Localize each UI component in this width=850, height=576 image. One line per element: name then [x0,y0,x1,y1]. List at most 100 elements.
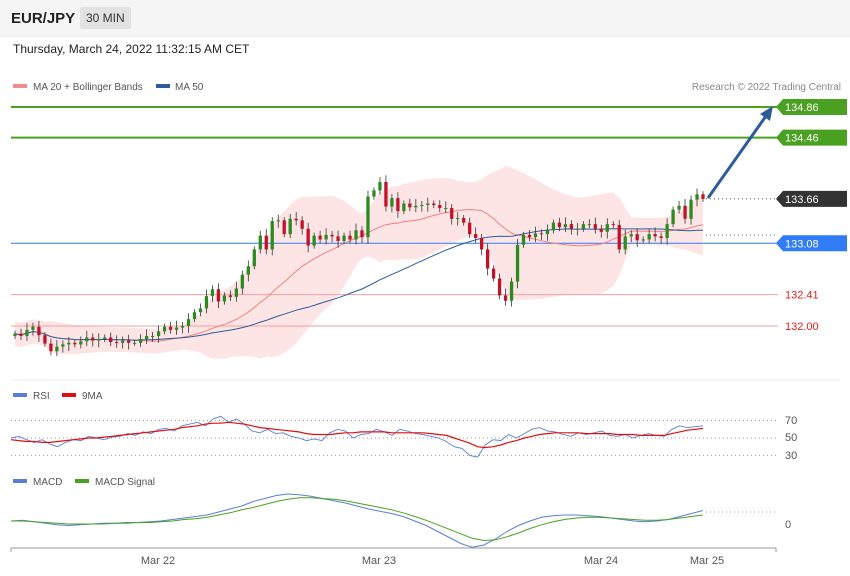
candle-body [503,295,508,301]
candle-body [390,198,394,207]
candle-body [527,234,532,238]
candle-body [294,218,298,221]
candle-body [276,220,280,222]
candle-body [204,296,209,309]
candle-body [509,281,514,301]
candle-body [474,234,478,238]
candle-body [635,234,639,241]
candle-body [677,205,681,210]
candle-body [312,235,316,246]
candle-body [330,234,334,237]
candle-body [384,182,388,207]
candle-body [599,228,603,232]
x-tick-mar22: Mar 22 [141,555,175,567]
level-label-133-66: 133.66 [785,194,819,206]
candle-body [426,203,430,206]
candle-body [432,203,436,206]
candle-body [575,228,580,230]
x-tick-mar23: Mar 23 [362,555,396,567]
macd-panel [10,493,776,548]
candle-body [629,234,633,237]
candle-body [563,224,568,228]
candle-body [318,235,322,240]
level-tag-134-46 [776,129,847,146]
candle-body [689,199,693,219]
candle-body [49,343,53,352]
candle-body [210,289,215,297]
candle-body [264,235,268,250]
candle-body [174,327,179,330]
candle-body [456,218,460,220]
candle-body [671,209,675,225]
timestamp: Thursday, March 24, 2022 11:32:15 AM CET [13,42,250,56]
candle-body [180,326,185,328]
candle-body [587,224,591,226]
level-label-132-41: 132.41 [785,290,819,302]
level-tag-134-86 [776,99,847,115]
candle-body [647,234,651,240]
candle-body [282,220,286,235]
candle-body [372,190,376,197]
candle-body [545,230,550,235]
candle-body [683,205,687,219]
legend-swatch-ma50 [156,84,170,88]
candle-body [13,333,17,336]
macd-signal-line [11,497,704,542]
candle-body [695,194,699,200]
candle-body [641,239,645,241]
candle-body [31,326,35,330]
candle-body [623,236,627,250]
legend-swatch-macd [13,479,27,483]
candle-body [402,203,406,212]
candle-body [533,233,538,238]
candle-body [342,235,346,242]
level-label-132-00: 132.00 [785,321,819,333]
candle-body [109,337,113,343]
candle-body [246,266,250,275]
level-label-134-86: 134.86 [785,102,819,114]
candle-body [659,236,663,238]
candle-body [79,341,83,345]
candle-body [270,221,274,250]
candle-body [450,208,454,219]
candle-body [479,237,484,250]
candle-body [300,220,304,229]
candle-body [186,319,191,326]
symbol-title: EUR/JPY [11,10,76,27]
candle-body [485,249,490,269]
level-tag-133-08 [776,235,847,252]
candle-body [617,224,621,250]
candle-body [408,203,412,208]
candle-body [354,230,358,240]
candle-body [444,208,448,210]
candle-body [115,342,119,344]
candle-body [468,222,472,235]
candle-body [515,244,520,282]
candle-body [288,218,292,235]
rsi-tick-50: 50 [785,432,797,444]
candle-body [103,337,107,340]
projection-arrow-shaft [706,115,768,199]
candle-body [150,335,155,337]
candle-body [240,274,244,289]
legend-label-macd: MACD [33,477,62,488]
timeframe-badge[interactable]: 30 MIN [80,7,131,29]
candle-body [593,224,597,229]
candle-body [258,235,262,250]
candle-body [491,268,496,279]
candle-body [97,339,101,341]
candle-body [37,326,41,336]
legend-label-rsi-ma: 9MA [82,391,103,402]
candle-body [156,331,161,336]
candle-body [360,230,364,238]
legend-label-ma20: MA 20 + Bollinger Bands [33,82,143,93]
candle-body [55,346,59,352]
candle-body [144,335,149,340]
candle-body [61,344,65,347]
candle-body [324,234,328,240]
candle-body [25,329,29,336]
candle-body [611,224,615,226]
level-label-134-46: 134.46 [785,133,819,145]
header-bar: EUR/JPY 30 MIN [0,0,850,37]
